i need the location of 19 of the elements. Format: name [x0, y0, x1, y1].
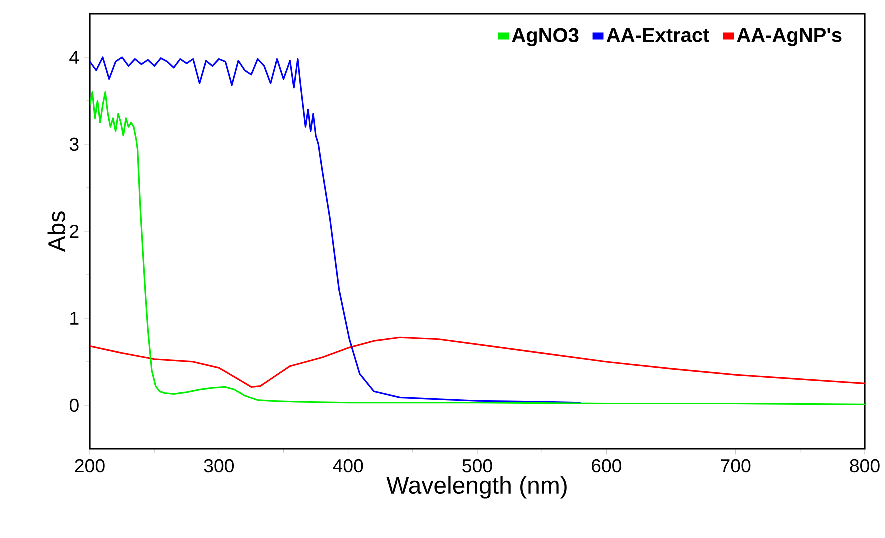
x-tick-label: 300	[204, 459, 234, 473]
y-tick-label: 2	[70, 224, 79, 238]
line-series	[90, 91, 865, 406]
legend-label: AA-AgNP's	[737, 28, 842, 46]
x-tick-label: 600	[592, 459, 622, 473]
y-tick-label: 1	[70, 312, 79, 325]
x-tick-label: 400	[333, 459, 364, 473]
legend-label: AgNO3	[512, 28, 579, 47]
line-series	[90, 56, 582, 404]
y-tick-label: 3	[70, 138, 79, 152]
x-tick-label: 800	[850, 459, 880, 473]
x-tick-label: 500	[462, 459, 492, 473]
x-axis-title: Wavelength (nm)	[386, 476, 567, 499]
y-tick-label: 4	[70, 51, 80, 64]
legend-label: AA-Extract	[606, 28, 710, 42]
y-axis-title: Abs	[48, 212, 66, 252]
x-tick-label: 700	[721, 459, 751, 473]
x-tick-label: 200	[75, 459, 105, 473]
y-tick-label: 0	[70, 398, 79, 412]
